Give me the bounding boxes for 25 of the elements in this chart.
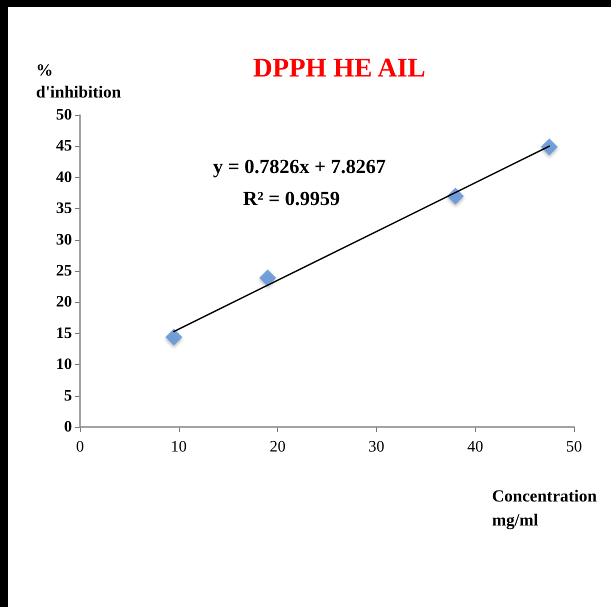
x-tick-label: 40	[467, 438, 484, 456]
y-tick-label: 10	[56, 356, 72, 374]
point	[259, 269, 276, 286]
y-tick-label: 35	[56, 200, 72, 218]
annotation: R² = 0.9959	[243, 188, 340, 210]
x-tick-label: 20	[270, 438, 286, 456]
y-tick-label: 15	[56, 324, 72, 342]
y-tick-label: 20	[56, 294, 72, 311]
y-tick-label: 45	[56, 138, 72, 155]
chart-title: DPPH HE AIL	[253, 52, 426, 82]
y-tick-label: 40	[56, 168, 72, 186]
x-tick-label: 10	[170, 438, 187, 456]
y-tick-label: 50	[56, 106, 72, 124]
annotation: y = 0.7826x + 7.8267	[213, 156, 386, 178]
y-axis-title: % d'inhibition	[36, 60, 122, 102]
y-tick-label: 30	[56, 231, 72, 248]
point	[540, 138, 558, 156]
y-tick-label: 25	[56, 262, 72, 280]
point	[165, 328, 182, 346]
y-tick-label: 5	[64, 387, 72, 404]
x-tick-label: 30	[368, 438, 384, 456]
y-tick-label: 0	[64, 418, 72, 436]
x-tick-label: 50	[566, 438, 582, 456]
x-axis-title: Concentration mg/ml	[492, 486, 598, 530]
x-tick-label: 0	[76, 438, 84, 456]
